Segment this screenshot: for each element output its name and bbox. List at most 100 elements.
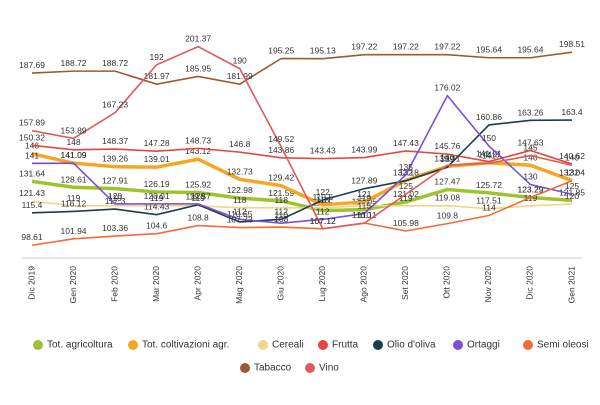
data-label: 121.43: [19, 188, 45, 198]
data-label: 198.51: [559, 39, 585, 49]
data-label: 119: [191, 193, 205, 203]
data-label: 163.4: [561, 107, 583, 117]
legend-label: Frutta: [332, 340, 359, 351]
data-label: 110: [274, 210, 288, 220]
data-label: 197.22: [351, 42, 377, 52]
data-label: 122: [316, 187, 330, 197]
data-label: 107.12: [310, 216, 336, 226]
data-label: 197.22: [393, 42, 419, 52]
data-label: 119.08: [435, 193, 461, 203]
data-label: 123.29: [517, 185, 543, 195]
legend-marker: [240, 363, 250, 373]
data-label: 135: [399, 162, 413, 172]
legend-label: Olio d'oliva: [387, 340, 436, 351]
x-tick-label: Apr 2020: [192, 266, 202, 301]
data-label: 119: [150, 193, 164, 203]
data-label: 157.89: [19, 118, 45, 128]
data-label: 195.64: [476, 45, 502, 55]
data-label: 150: [482, 133, 496, 143]
data-label: 163.26: [517, 107, 543, 117]
data-label: 141: [25, 150, 39, 160]
data-label: 143.12: [185, 146, 211, 156]
data-label: 195.64: [517, 45, 543, 55]
line: [31, 200, 573, 210]
line: [31, 45, 573, 230]
data-label: 125.92: [185, 179, 211, 189]
data-label: 125.72: [476, 180, 502, 190]
data-label: 160.86: [476, 112, 502, 122]
data-label: 119: [358, 193, 372, 203]
legend-label: Semi oleosi: [537, 340, 589, 351]
data-label: 185.95: [185, 63, 211, 73]
data-label: 187.69: [19, 60, 45, 70]
data-label: 190: [233, 56, 247, 66]
data-label: 114: [482, 202, 496, 212]
data-label: 132: [565, 168, 579, 178]
legend-marker: [128, 340, 138, 350]
data-label: 103.36: [102, 223, 128, 233]
data-label: 139.26: [102, 154, 128, 164]
data-label: 115.4: [22, 200, 43, 210]
data-label: 176.02: [434, 83, 460, 93]
legend-marker: [305, 363, 315, 373]
data-label: 141.3: [478, 150, 500, 160]
x-tick-label: Mar 2020: [151, 266, 161, 302]
legend-marker: [453, 340, 463, 350]
legend-label: Cereali: [272, 340, 304, 351]
data-label: 131.64: [19, 168, 45, 178]
data-label: 126.19: [144, 179, 170, 189]
x-tick-label: Feb 2020: [109, 266, 119, 302]
data-label: 112: [274, 206, 288, 216]
data-label: 119: [399, 193, 413, 203]
data-label: 132.18: [393, 167, 419, 177]
legend-label: Tabacco: [254, 363, 292, 374]
data-label: 107.12: [310, 216, 336, 226]
x-tick-label: Nov 2020: [483, 266, 493, 303]
data-label: 132.73: [227, 166, 253, 176]
data-label: 195.13: [310, 46, 336, 56]
data-label: 101.94: [61, 226, 87, 236]
legend-marker: [373, 340, 383, 350]
data-label: 129.42: [268, 173, 294, 183]
data-label: 98.61: [21, 232, 43, 242]
x-tick-label: Lug 2020: [317, 266, 327, 302]
data-label: 121: [357, 189, 371, 199]
data-label: 114.43: [144, 202, 170, 212]
data-label: 153.89: [61, 125, 87, 135]
data-label: 148.73: [185, 135, 211, 145]
data-label: 201.37: [185, 34, 211, 44]
x-tick-label: Set 2020: [400, 266, 410, 300]
data-label: 197.22: [434, 42, 460, 52]
legend-label: Tot. coltivazioni agr.: [142, 340, 229, 351]
data-label: 147.28: [144, 138, 170, 148]
data-label: 192: [150, 52, 164, 62]
x-tick-label: Mag 2020: [234, 266, 244, 304]
data-label: 139.41: [434, 153, 460, 163]
data-label: 108.8: [188, 213, 210, 223]
data-label: 123.29: [517, 185, 543, 195]
data-label: 112: [316, 206, 330, 216]
data-label: 148: [66, 137, 80, 147]
data-label: 105.98: [393, 218, 419, 228]
data-label: 108: [274, 214, 288, 224]
line: [31, 94, 573, 225]
legend-marker: [258, 340, 268, 350]
data-label: 132: [399, 168, 413, 178]
data-label: 132.04: [559, 168, 585, 178]
legend-marker: [523, 340, 533, 350]
line: [31, 179, 573, 247]
legend-marker: [33, 340, 43, 350]
data-label: 141: [482, 150, 496, 160]
data-label: 128.61: [61, 174, 87, 184]
data-label: 146.8: [229, 139, 251, 149]
x-tick-label: Ago 2020: [359, 266, 369, 303]
data-label: 147.43: [393, 138, 419, 148]
x-tick-label: Giu 2020: [275, 266, 285, 301]
data-label: 181.99: [227, 71, 253, 81]
data-label: 116.5: [312, 198, 333, 208]
data-label: 109.8: [437, 211, 459, 221]
data-label: 145: [523, 143, 537, 153]
data-label: 181.97: [144, 71, 170, 81]
data-label: 120: [191, 191, 205, 201]
data-label: 143.86: [268, 145, 294, 155]
